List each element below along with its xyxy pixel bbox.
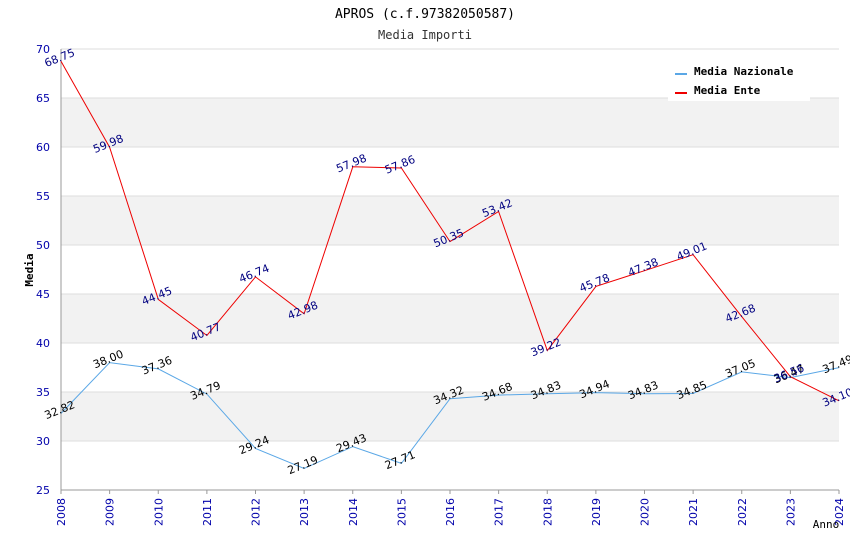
data-label: 45.78 [578,271,612,295]
series-line [60,362,840,470]
x-tick-label: 2021 [687,498,700,526]
x-axis-ticks: 2008 2009 2010 2011 2012 2013 2014 2015 2016 2017… [55,490,846,526]
data-label: 38.00 [91,347,125,371]
x-tick-label: 2014 [347,498,360,526]
legend-entry: Media Nazionale [694,65,794,78]
y-tick-label: 65 [36,92,50,105]
legend: Media Nazionale Media Ente [668,59,810,101]
data-label: 57.86 [383,153,417,177]
chart-subtitle: Media Importi [378,28,472,42]
y-tick-label: 50 [36,239,50,252]
x-tick-label: 2017 [493,498,506,526]
series-line [60,61,840,402]
x-tick-label: 2008 [55,498,68,526]
grid-band [61,294,839,343]
data-label: 47.38 [626,256,660,280]
x-tick-label: 2023 [784,498,797,526]
legend-box [668,59,810,101]
y-axis-label: Media [23,253,36,286]
x-axis-label: Anno [813,518,840,531]
x-tick-label: 2016 [444,498,457,526]
y-tick-label: 55 [36,190,50,203]
y-tick-label: 45 [36,288,50,301]
x-tick-label: 2013 [298,498,311,526]
data-label: 27.19 [286,453,320,477]
grid-band [61,98,839,147]
y-axis-ticks: 25 30 35 40 45 50 55 60 65 70 [36,43,50,497]
y-tick-label: 40 [36,337,50,350]
x-tick-label: 2018 [541,498,554,526]
x-tick-label: 2020 [639,498,652,526]
grid-band [61,392,839,441]
y-tick-label: 70 [36,43,50,56]
series-layer [60,61,840,470]
data-label: 27.71 [383,448,417,472]
x-tick-label: 2019 [590,498,603,526]
y-tick-label: 35 [36,386,50,399]
grid-band [61,196,839,245]
data-label: 37.05 [723,357,757,381]
chart-title: APROS (c.f.97382050587) [335,7,515,22]
plot-bands [61,98,839,441]
x-tick-label: 2010 [152,498,165,526]
x-tick-label: 2022 [736,498,749,526]
x-tick-label: 2012 [250,498,263,526]
data-label: 37.49 [821,352,850,376]
y-tick-label: 25 [36,484,50,497]
y-tick-label: 30 [36,435,50,448]
x-tick-label: 2015 [395,498,408,526]
x-tick-label: 2009 [104,498,117,526]
x-tick-label: 2024 [833,498,846,526]
data-label: 46.74 [237,262,271,286]
legend-entry: Media Ente [694,84,761,97]
x-tick-label: 2011 [201,498,214,526]
y-tick-label: 60 [36,141,50,154]
